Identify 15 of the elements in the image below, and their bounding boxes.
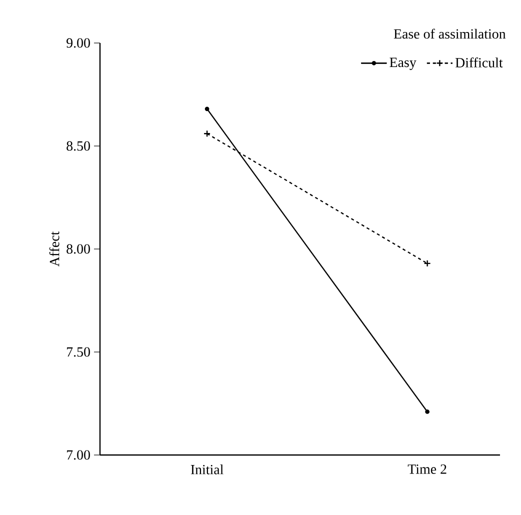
x-tick-label: Time 2	[408, 464, 446, 474]
y-tick-label: 7.50	[67, 347, 90, 357]
y-axis-title: Affect	[49, 231, 60, 267]
point	[425, 410, 430, 414]
legend-label: Difficult	[455, 57, 503, 68]
y-tick-label: 9.00	[66, 38, 90, 48]
x-tick-label: Initial	[190, 464, 224, 474]
legend-label: Easy	[390, 58, 416, 70]
y-tick-label: 8.50	[66, 141, 90, 151]
legend-title: Ease of assimilation	[394, 28, 506, 39]
point	[203, 130, 211, 138]
point	[424, 260, 431, 268]
y-tick-label: 7.00	[67, 450, 90, 460]
point	[204, 106, 210, 112]
y-tick-label: 8.00	[66, 244, 90, 254]
